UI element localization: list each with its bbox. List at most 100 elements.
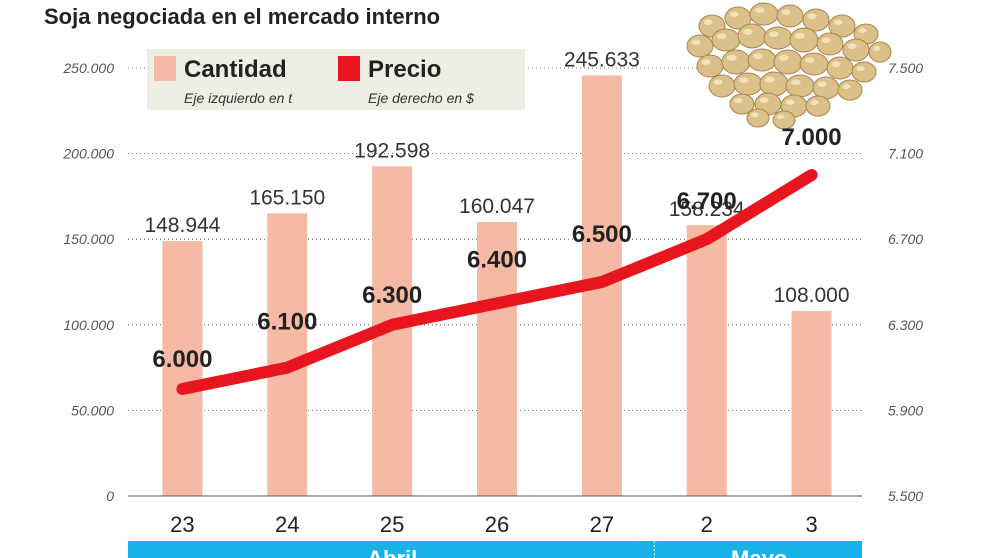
precio-value-label: 6.700 <box>677 188 737 215</box>
y-right-tick-label: 6.300 <box>888 317 923 333</box>
x-tick-label: 23 <box>170 512 194 537</box>
y-right-ticks: 5.500 5.900 6.300 6.700 7.100 7.500 <box>888 60 923 504</box>
soybean-highlight <box>776 114 785 120</box>
precio-value-label: 6.500 <box>572 221 632 248</box>
y-left-tick-label: 200.000 <box>62 146 114 162</box>
soybean <box>746 108 770 128</box>
x-tick-label: 2 <box>701 512 713 537</box>
soybean <box>721 49 751 75</box>
legend-label-precio: Precio <box>368 56 441 83</box>
x-tick-label: 27 <box>590 512 614 537</box>
soybean-highlight <box>691 39 701 45</box>
soybean-highlight <box>738 77 749 83</box>
soybean-highlight <box>726 54 737 61</box>
soybean <box>776 4 804 28</box>
soybean-highlight <box>759 97 769 103</box>
soybeans-photo <box>686 2 892 130</box>
legend-background <box>147 49 525 110</box>
y-left-tick-label: 100.000 <box>63 317 114 333</box>
precio-value-label: 6.400 <box>467 246 527 273</box>
soybean <box>851 61 877 83</box>
cantidad-value-labels: 148.944 165.150 192.598 160.047 245.633 158.2… <box>144 48 849 307</box>
bar-value-label: 158.234 <box>669 198 745 221</box>
soybean-highlight <box>701 59 711 65</box>
bar-value-label: 160.047 <box>459 195 535 218</box>
soybean <box>785 74 815 98</box>
soybean-highlight <box>785 99 795 105</box>
bar-cantidad <box>267 213 308 497</box>
soybean <box>837 79 863 101</box>
bar-cantidad <box>477 221 517 496</box>
soybean-highlight <box>842 84 851 89</box>
precio-point <box>600 281 603 283</box>
precio-point <box>496 302 498 305</box>
soybean-highlight <box>872 46 881 51</box>
chart-title: Soja negociada en el mercado interno <box>44 4 440 29</box>
soybean-highlight <box>810 100 819 105</box>
soybean <box>686 34 714 58</box>
bar-value-label: 165.150 <box>249 186 325 209</box>
precio-point <box>391 323 394 326</box>
month-label: Abril <box>367 546 417 558</box>
x-tick-label: 25 <box>380 512 404 537</box>
x-tick-label: 3 <box>805 512 817 537</box>
bar-value-label: 192.598 <box>354 139 430 162</box>
soybean-highlight <box>804 57 815 63</box>
soybean <box>773 49 803 75</box>
y-left-tick-label: 50.000 <box>71 402 114 418</box>
soybean <box>816 32 844 56</box>
bar-cantidad <box>686 225 727 496</box>
soybean-highlight <box>856 66 865 71</box>
precio-point <box>181 388 184 390</box>
x-axis-ticks: 23 24 25 26 27 2 3 <box>170 512 818 537</box>
y-right-tick-label: 7.500 <box>888 60 923 76</box>
soybean-highlight <box>833 19 843 25</box>
soybean-highlight <box>750 112 759 118</box>
soybean <box>708 74 736 98</box>
y-right-tick-label: 5.500 <box>888 488 923 504</box>
bar-value-label: 245.633 <box>564 48 640 71</box>
soybean-highlight <box>778 54 789 61</box>
soybean <box>868 41 892 63</box>
y-left-ticks: 0 50.000 100.000 150.000 200.000 250.000 <box>62 60 114 504</box>
soybean <box>826 56 854 80</box>
soybean <box>737 23 767 49</box>
soybean <box>711 28 741 52</box>
soybean-highlight <box>734 98 743 103</box>
precio-line <box>176 169 818 395</box>
soybean <box>759 71 789 97</box>
soybean-highlight <box>713 79 723 85</box>
soybean <box>799 52 829 76</box>
y-left-tick-label: 0 <box>106 488 114 504</box>
soybean <box>842 38 870 62</box>
soybean-highlight <box>858 28 867 33</box>
soybean-highlight <box>754 7 765 13</box>
y-right-tick-label: 5.900 <box>888 402 923 418</box>
soybean-highlight <box>794 32 805 39</box>
soybean-highlight <box>817 81 827 87</box>
legend-label-cantidad: Cantidad <box>184 56 287 83</box>
soybean-highlight <box>768 31 779 37</box>
soybean-highlight <box>831 61 841 67</box>
precio-value-label: 6.100 <box>257 309 317 336</box>
legend-swatch-cantidad <box>154 56 176 81</box>
soybean-highlight <box>742 28 753 35</box>
soybean <box>802 8 830 32</box>
soybean <box>789 27 819 53</box>
legend-note-precio: Eje derecho en $ <box>368 90 474 106</box>
month-band: Abril Mayo <box>128 541 862 558</box>
soybean-highlight <box>847 43 857 49</box>
soybean-highlight <box>807 13 817 19</box>
month-label: Mayo <box>731 546 787 558</box>
precio-point <box>286 366 289 369</box>
soybean <box>696 54 724 78</box>
precio-point <box>810 174 813 176</box>
bar-value-label: 148.944 <box>144 214 220 237</box>
soybean <box>763 26 793 50</box>
soybean-highlight <box>752 53 763 59</box>
soybean-highlight <box>790 79 801 85</box>
legend-swatch-precio <box>338 56 360 81</box>
y-left-tick-label: 150.000 <box>63 231 114 247</box>
precio-value-label: 6.000 <box>152 346 212 373</box>
precio-value-labels: 6.000 6.100 6.300 6.400 6.500 6.700 7.000 <box>152 124 841 373</box>
